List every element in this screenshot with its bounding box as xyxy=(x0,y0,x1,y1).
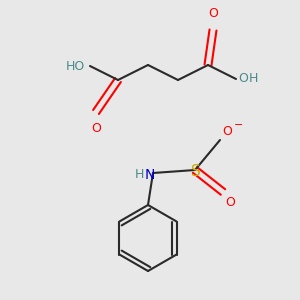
Text: S: S xyxy=(191,164,201,179)
Text: O: O xyxy=(91,122,101,135)
Text: O: O xyxy=(222,125,232,138)
Text: O: O xyxy=(208,7,218,20)
Text: O: O xyxy=(238,71,248,85)
Text: H: H xyxy=(249,71,258,85)
Text: −: − xyxy=(234,120,243,130)
Text: N: N xyxy=(145,168,155,182)
Text: O: O xyxy=(225,196,235,209)
Text: H: H xyxy=(134,169,144,182)
Text: HO: HO xyxy=(66,59,85,73)
